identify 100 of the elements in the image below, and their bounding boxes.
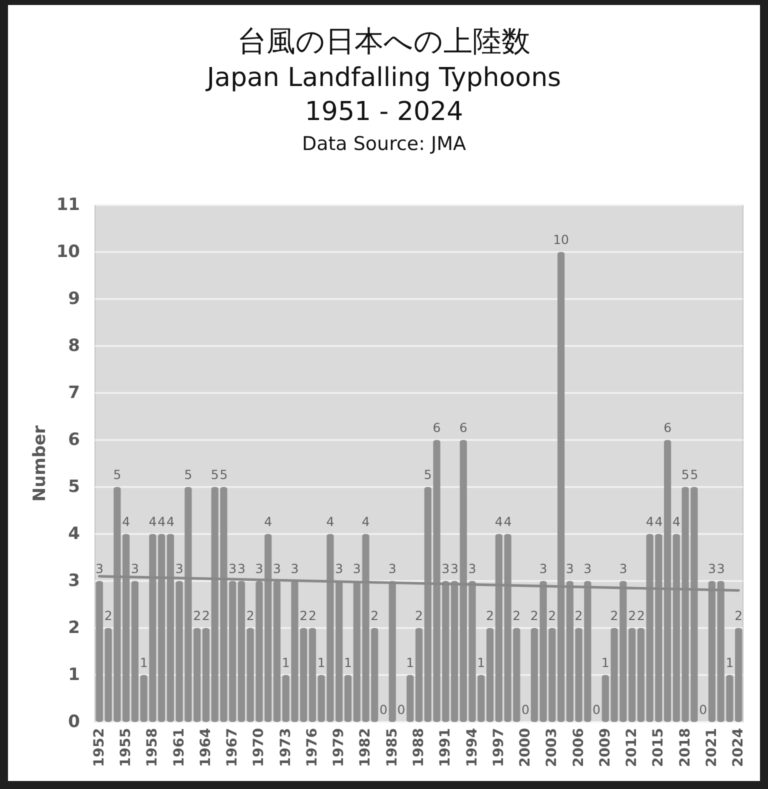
data-label: 5: [424, 467, 432, 482]
x-tick-label: 2006: [570, 728, 587, 767]
data-label: 3: [450, 561, 458, 576]
x-tick-label: 2000: [518, 728, 534, 767]
y-tick-label: 2: [68, 618, 80, 638]
data-label: 2: [512, 608, 521, 623]
bar: [131, 581, 138, 722]
data-label: 3: [584, 561, 592, 576]
data-label: 2: [628, 608, 636, 623]
x-tick-label: 2012: [624, 728, 640, 767]
y-tick-label: 11: [56, 195, 80, 215]
y-tick-label: 0: [68, 712, 80, 732]
data-label: 5: [113, 467, 122, 482]
data-label: 3: [175, 561, 184, 576]
y-tick-label: 3: [68, 571, 80, 591]
x-tick-label: 1958: [144, 728, 161, 767]
data-label: 1: [140, 655, 148, 670]
x-tick-label: 2018: [677, 728, 694, 767]
data-label: 2: [308, 608, 316, 623]
data-label: 2: [734, 608, 743, 623]
bar: [202, 628, 210, 722]
data-label: 3: [352, 561, 361, 576]
data-label: 1: [317, 655, 326, 670]
x-tick-label: 1970: [251, 728, 268, 767]
data-label: 3: [388, 561, 396, 576]
data-label: 2: [193, 608, 202, 623]
data-label: 1: [344, 655, 352, 670]
data-label: 4: [654, 514, 663, 529]
data-label: 4: [166, 514, 174, 529]
data-label: 2: [415, 608, 423, 623]
data-label: 5: [184, 467, 192, 482]
data-label: 2: [610, 608, 618, 623]
data-label: 3: [95, 561, 104, 576]
data-label: 10: [553, 232, 570, 247]
data-label: 4: [504, 514, 512, 529]
data-label: 2: [548, 608, 556, 623]
data-label: 3: [442, 561, 450, 576]
data-label: 0: [699, 702, 708, 717]
data-label: 4: [158, 514, 166, 529]
y-tick-label: 10: [56, 242, 80, 262]
bar: [344, 675, 352, 722]
data-label: 3: [130, 561, 139, 576]
chart-subtitle: Japan Landfalling Typhoons 1951 - 2024: [204, 62, 562, 129]
x-tick-label: 2021: [704, 728, 720, 767]
data-label: 4: [362, 514, 370, 529]
chart-title: 台風の日本への上陸数: [236, 23, 532, 59]
data-label: 1: [477, 655, 486, 670]
x-tick-label: 1967: [224, 728, 241, 767]
data-label: 3: [566, 561, 574, 576]
data-label: 3: [335, 561, 344, 576]
y-tick-label: 7: [68, 383, 80, 403]
data-label: 1: [406, 655, 414, 670]
data-label: 3: [237, 561, 246, 576]
bar: [96, 581, 103, 722]
y-tick-label: 8: [68, 336, 80, 356]
bar: [735, 628, 742, 722]
data-label: 3: [539, 561, 548, 576]
x-tick-label: 1994: [464, 728, 480, 767]
x-tick-label: 1964: [198, 728, 214, 767]
x-tick-label: 1982: [358, 728, 374, 767]
data-label: 2: [246, 608, 254, 623]
data-label: 2: [370, 608, 379, 623]
data-label: 3: [228, 561, 237, 576]
data-label: 2: [486, 608, 494, 623]
y-tick-label: 4: [68, 524, 80, 544]
x-tick-label: 1952: [91, 728, 108, 767]
x-tick-label: 1985: [384, 728, 400, 767]
data-label: 3: [290, 561, 299, 576]
data-label: 0: [397, 702, 406, 717]
x-tick-label: 2003: [544, 728, 560, 767]
data-label: 1: [601, 655, 610, 670]
bar: [415, 628, 423, 722]
y-tick-label: 6: [68, 430, 80, 450]
bar: [628, 628, 636, 722]
x-tick-label: 1991: [438, 728, 454, 767]
data-label: 2: [636, 608, 645, 623]
data-label: 4: [672, 514, 680, 529]
data-label: 3: [708, 561, 716, 576]
data-label: 3: [272, 561, 281, 576]
data-label: 1: [282, 655, 290, 670]
x-tick-label: 2015: [650, 728, 667, 767]
data-label: 0: [592, 702, 601, 717]
y-axis-title: Number: [30, 424, 50, 502]
data-label: 4: [264, 514, 272, 529]
data-label: 4: [494, 514, 503, 529]
x-tick-label: 2024: [730, 728, 747, 767]
x-tick-label: 1976: [304, 728, 320, 767]
x-tick-label: 2009: [597, 728, 614, 767]
data-label: 3: [619, 561, 628, 576]
y-tick-label: 5: [68, 477, 80, 497]
data-label: 2: [574, 608, 583, 623]
data-label: 6: [459, 420, 468, 435]
x-tick-label: 1973: [278, 728, 294, 767]
data-label: 4: [646, 514, 654, 529]
source-note: Data Source: JMA: [300, 132, 468, 157]
x-tick-label: 1988: [411, 728, 427, 767]
data-label: 2: [104, 608, 112, 623]
x-tick-label: 1961: [171, 728, 188, 767]
data-label: 3: [468, 561, 476, 576]
bar: [308, 628, 316, 722]
